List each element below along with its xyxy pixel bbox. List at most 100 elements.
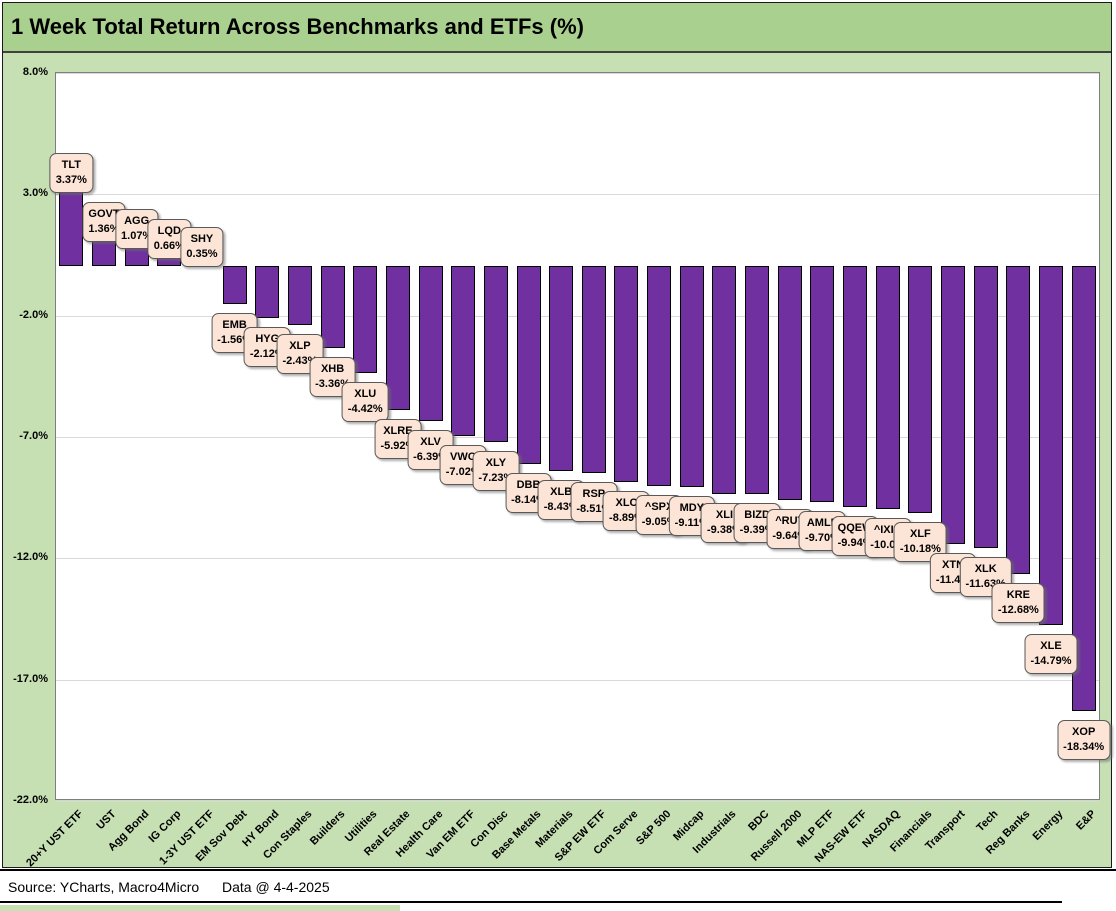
label-value: -10.18% xyxy=(899,543,941,556)
bar-XLRE xyxy=(385,266,410,410)
label-XLU: XLU -4.42% xyxy=(341,382,389,423)
label-ticker: XTN xyxy=(942,558,965,571)
y-axis-tick-label: 8.0% xyxy=(22,66,48,78)
footer-bar: Source: YCharts, Macro4Micro Data @ 4-4-… xyxy=(0,869,1116,903)
label-ticker: AGG xyxy=(124,215,150,228)
bar-RSP xyxy=(581,266,606,473)
label-ticker: BIZD xyxy=(744,508,770,521)
label-ticker: EMB xyxy=(222,318,247,331)
label-value: 0.66% xyxy=(153,240,185,253)
label-value: -7.02% xyxy=(445,466,481,479)
gridline xyxy=(56,194,1099,196)
footer-divider xyxy=(0,901,1062,903)
bar-HYG xyxy=(255,266,280,318)
bar-XLP xyxy=(287,266,312,326)
label-XLP: XLP -2.43% xyxy=(276,334,324,375)
label-XLRE: XLRE -5.92% xyxy=(374,418,422,459)
bar-MDY xyxy=(679,266,704,488)
title-band: 1 Week Total Return Across Benchmarks an… xyxy=(3,3,1111,53)
y-axis-tick-label: -17.0% xyxy=(13,672,48,685)
label-ticker: RSP xyxy=(582,487,606,500)
bar-VWO xyxy=(451,266,476,437)
bar-QQEW xyxy=(843,266,868,508)
label-ticker: MDY xyxy=(679,502,705,515)
gridline xyxy=(56,73,1099,74)
label-value: 1.36% xyxy=(88,223,120,236)
y-axis-tick-label: -2.0% xyxy=(19,308,48,321)
label-value: -9.70% xyxy=(804,531,840,544)
bar-XLF xyxy=(908,266,933,514)
label-value: -8.43% xyxy=(543,500,579,513)
label-ticker: QQEW xyxy=(837,522,873,535)
bar-XLK xyxy=(973,266,998,549)
label-value: -9.38% xyxy=(707,523,742,536)
bar-BIZD xyxy=(745,266,770,494)
label-ticker: XLK xyxy=(974,563,997,576)
label-TLT: TLT 3.37% xyxy=(49,153,93,194)
gridline xyxy=(56,679,1099,681)
label-ticker: XLRE xyxy=(383,424,413,437)
label-ticker: AMLP xyxy=(806,516,839,529)
label-ticker: XLV xyxy=(420,436,441,449)
label-ticker: XLC xyxy=(615,496,638,509)
label-ticker: XLU xyxy=(354,388,377,401)
bar-TLT xyxy=(59,184,84,267)
label-LQD: LQD 0.66% xyxy=(147,219,191,260)
label-value: -12.68% xyxy=(997,603,1039,616)
label-ticker: XLP xyxy=(289,340,311,353)
bar-^RUT xyxy=(777,266,802,501)
label-value: -6.39% xyxy=(413,451,448,464)
label-value: -5.92% xyxy=(380,439,416,452)
label-value: 3.37% xyxy=(55,174,87,187)
bar-XLV xyxy=(418,266,443,422)
label-SHY: SHY 0.35% xyxy=(180,226,224,267)
label-value: -3.36% xyxy=(315,377,351,390)
label-ticker: XLF xyxy=(909,528,931,541)
label-ticker: HYG xyxy=(255,332,280,345)
label-value: -9.94% xyxy=(837,537,873,550)
y-axis-tick-label: -12.0% xyxy=(13,551,48,564)
label-ticker: GOVT xyxy=(88,208,120,221)
label-XOP: XOP -18.34% xyxy=(1057,720,1111,761)
bar-EMB xyxy=(222,266,247,304)
label-value: -8.51% xyxy=(576,502,612,515)
label-value: 0.35% xyxy=(186,247,218,260)
bar-XLI xyxy=(712,266,737,494)
gridline xyxy=(56,558,1099,560)
label-ticker: TLT xyxy=(61,159,81,172)
label-value: -2.12% xyxy=(249,347,285,360)
label-value: -18.34% xyxy=(1063,741,1105,754)
bar-XHB xyxy=(320,266,345,348)
bar-XLB xyxy=(549,266,574,471)
bar-XTN xyxy=(941,266,966,544)
label-XLE: XLE -14.79% xyxy=(1024,634,1078,675)
label-ticker: XLE xyxy=(1040,640,1062,653)
gridline xyxy=(56,437,1099,438)
chart-title: 1 Week Total Return Across Benchmarks an… xyxy=(11,14,584,39)
bar-XLC xyxy=(614,266,639,482)
label-value: -9.11% xyxy=(674,517,709,530)
gridline xyxy=(56,801,1099,802)
bar-XLE xyxy=(1039,266,1064,626)
y-axis-tick-label: -22.0% xyxy=(13,794,48,806)
label-ticker: XLY xyxy=(485,456,507,469)
bar-^IXIC xyxy=(875,266,900,510)
label-ticker: XOP xyxy=(1072,726,1096,739)
label-KRE: KRE -12.68% xyxy=(991,582,1045,623)
label-value: -1.56% xyxy=(217,333,253,346)
label-value: -8.89% xyxy=(609,511,644,524)
source-note: Source: YCharts, Macro4Micro xyxy=(8,879,200,895)
label-value: -7.23% xyxy=(478,471,514,484)
label-value: 1.07% xyxy=(121,230,153,243)
bar-KRE xyxy=(1006,266,1031,574)
label-ticker: LQD xyxy=(157,225,181,238)
label-ticker: ^SPX xyxy=(644,500,674,513)
label-ticker: XLB xyxy=(550,485,573,498)
gridline xyxy=(56,315,1099,317)
bottom-green-strip xyxy=(0,905,400,911)
label-value: -4.42% xyxy=(347,403,383,416)
label-ticker: DBB xyxy=(516,478,541,491)
label-ticker: VWO xyxy=(450,451,477,464)
label-value: -14.79% xyxy=(1030,655,1072,668)
